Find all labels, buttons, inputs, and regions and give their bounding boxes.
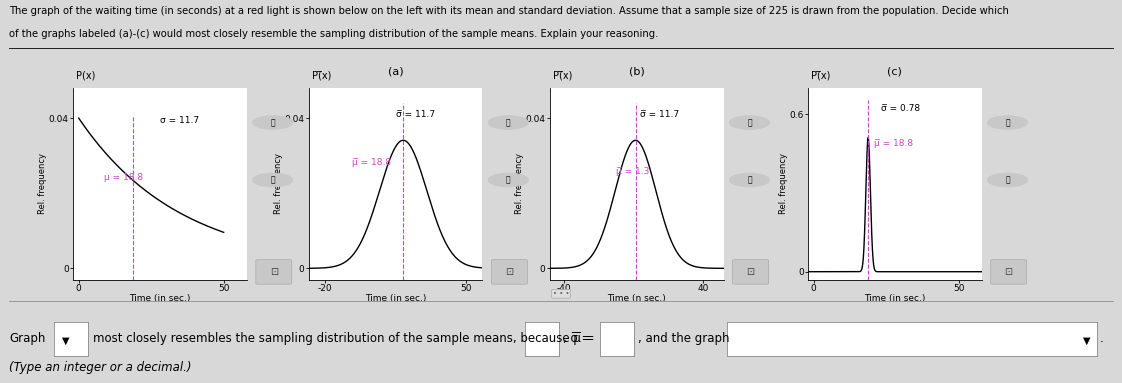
Text: 🔍: 🔍 [506, 118, 511, 127]
Text: σ̅ = 0.78: σ̅ = 0.78 [881, 104, 920, 113]
Text: ▼: ▼ [63, 336, 70, 346]
Text: The graph of the waiting time (in seconds) at a red light is shown below on the : The graph of the waiting time (in second… [9, 6, 1009, 16]
X-axis label: Time (in sec.): Time (in sec.) [365, 294, 426, 303]
Text: (b): (b) [628, 67, 645, 77]
Text: , and the graph: , and the graph [638, 332, 730, 345]
Text: of the graphs labeled (a)-(c) would most closely resemble the sampling distribut: of the graphs labeled (a)-(c) would most… [9, 29, 659, 39]
Text: .: . [1100, 332, 1103, 345]
Text: 🔍: 🔍 [747, 175, 752, 185]
Text: ▼: ▼ [1083, 336, 1089, 346]
Text: (a): (a) [388, 67, 403, 77]
Text: μ̅ = 18.8: μ̅ = 18.8 [352, 158, 392, 167]
Text: ⊡: ⊡ [746, 267, 755, 277]
Text: 🔍: 🔍 [270, 175, 275, 185]
Text: 🔍: 🔍 [1005, 118, 1010, 127]
Text: μ̅ = 1.3: μ̅ = 1.3 [616, 167, 650, 176]
Text: ⊡: ⊡ [1004, 267, 1013, 277]
Text: σ̅ = 11.7: σ̅ = 11.7 [395, 110, 434, 119]
Text: ⊡: ⊡ [505, 267, 514, 277]
Text: σ̅ = 11.7: σ̅ = 11.7 [641, 110, 679, 119]
Text: 🔍: 🔍 [747, 118, 752, 127]
Text: μ = 18.8: μ = 18.8 [104, 173, 144, 182]
X-axis label: Time (in sec.): Time (in sec.) [129, 294, 191, 303]
Text: P(x): P(x) [76, 70, 95, 80]
Text: σ = 11.7: σ = 11.7 [159, 116, 199, 124]
Text: 🔍: 🔍 [1005, 175, 1010, 185]
Text: P(̅x): P(̅x) [553, 70, 572, 80]
Text: ⊡: ⊡ [269, 267, 278, 277]
X-axis label: Time (in sec.): Time (in sec.) [864, 294, 926, 303]
Text: (Type an integer or a decimal.): (Type an integer or a decimal.) [9, 361, 192, 374]
Y-axis label: Rel. frequency: Rel. frequency [274, 153, 283, 214]
Y-axis label: Rel. frequency: Rel. frequency [38, 153, 47, 214]
Text: • • •: • • • [553, 291, 569, 297]
Text: 🔍: 🔍 [506, 175, 511, 185]
Text: most closely resembles the sampling distribution of the sample means, because μ̅: most closely resembles the sampling dist… [93, 332, 595, 345]
Text: (c): (c) [888, 67, 902, 77]
Text: P(̅x): P(̅x) [811, 70, 830, 80]
Text: 🔍: 🔍 [270, 118, 275, 127]
Y-axis label: Rel. frequency: Rel. frequency [779, 153, 788, 214]
Y-axis label: Rel. frequency: Rel. frequency [515, 153, 524, 214]
Text: μ̅ = 18.8: μ̅ = 18.8 [874, 139, 913, 147]
Text: P(̅x): P(̅x) [312, 70, 331, 80]
X-axis label: Time (n sec.): Time (n sec.) [607, 294, 666, 303]
Text: Graph: Graph [9, 332, 45, 345]
Text: , σ̅ =: , σ̅ = [563, 332, 591, 345]
